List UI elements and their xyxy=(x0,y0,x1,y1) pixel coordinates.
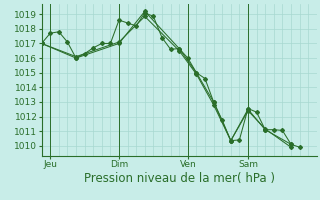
X-axis label: Pression niveau de la mer( hPa ): Pression niveau de la mer( hPa ) xyxy=(84,172,275,185)
